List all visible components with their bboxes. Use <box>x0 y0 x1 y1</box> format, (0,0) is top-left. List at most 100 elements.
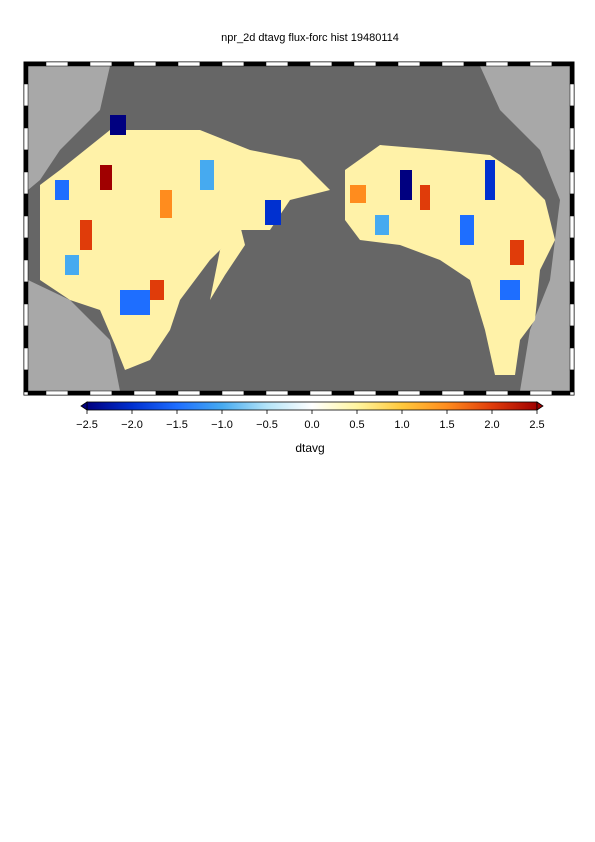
frame-tick <box>67 61 91 67</box>
frame-tick <box>569 127 575 151</box>
cell <box>375 215 389 235</box>
frame-tick <box>243 390 267 396</box>
cell <box>350 185 366 203</box>
frame-tick <box>375 61 399 67</box>
frame-tick <box>67 390 91 396</box>
frame-tick <box>265 61 289 67</box>
frame-tick <box>331 61 355 67</box>
frame-tick <box>309 61 333 67</box>
cell <box>510 240 524 265</box>
frame-tick <box>111 390 135 396</box>
cell <box>460 215 474 245</box>
frame-tick <box>23 325 29 349</box>
frame-tick <box>23 127 29 151</box>
frame-tick <box>23 281 29 305</box>
frame-tick <box>89 61 113 67</box>
cell <box>55 180 69 200</box>
colorbar-label: dtavg <box>295 441 324 455</box>
frame-tick <box>243 61 267 67</box>
cell <box>200 160 214 190</box>
frame-tick <box>331 390 355 396</box>
frame-tick <box>23 105 29 129</box>
frame-tick <box>569 61 575 85</box>
frame-tick <box>23 303 29 327</box>
cell <box>65 255 79 275</box>
colorbar-scale <box>86 401 538 411</box>
frame-tick <box>569 193 575 217</box>
cell <box>80 220 92 250</box>
cell <box>485 160 495 200</box>
frame-tick <box>199 390 223 396</box>
frame-tick <box>419 61 443 67</box>
cell <box>265 200 281 225</box>
map-border <box>23 61 575 396</box>
frame-tick <box>397 390 421 396</box>
field-cells <box>55 115 524 315</box>
frame-tick <box>287 61 311 67</box>
frame-tick <box>569 83 575 107</box>
frame-tick <box>569 391 575 396</box>
frame-tick <box>23 369 29 393</box>
frame-tick <box>441 390 465 396</box>
frame-tick <box>23 83 29 107</box>
cell <box>160 190 172 218</box>
frame-tick <box>397 61 421 67</box>
frame-tick <box>353 61 377 67</box>
frame-tick <box>569 303 575 327</box>
cell <box>420 185 430 210</box>
frame-tick <box>177 61 201 67</box>
frame-tick <box>507 61 531 67</box>
frame-tick <box>569 149 575 173</box>
frame-tick <box>23 259 29 283</box>
colorbar-tick-label: 1.0 <box>394 419 409 431</box>
frame-tick <box>133 390 157 396</box>
frame-tick <box>485 61 509 67</box>
colorbar-arrow <box>80 401 88 411</box>
frame-tick <box>353 390 377 396</box>
field-region <box>345 145 555 375</box>
frame-tick <box>287 390 311 396</box>
cell <box>110 115 126 135</box>
frame-tick <box>155 390 179 396</box>
frame-tick <box>463 61 487 67</box>
frame-tick <box>507 390 531 396</box>
frame-tick <box>485 390 509 396</box>
colorbar-tick-label: 2.5 <box>529 419 544 431</box>
frame-tick <box>419 390 443 396</box>
colorbar-arrow <box>536 401 544 411</box>
frame-tick <box>23 149 29 173</box>
land <box>28 280 120 391</box>
frame-tick <box>45 61 69 67</box>
frame-tick <box>45 390 69 396</box>
field-region <box>210 225 245 300</box>
frame-tick <box>23 391 29 396</box>
frame-tick <box>23 193 29 217</box>
map-title: npr_2d dtavg flux-forc hist 19480114 <box>221 32 399 44</box>
cell <box>120 290 150 315</box>
frame-tick <box>23 347 29 371</box>
frame-tick <box>463 390 487 396</box>
colorbar-tick-label: 0.5 <box>349 419 364 431</box>
frame-tick <box>133 61 157 67</box>
frame-tick <box>309 390 333 396</box>
colorbar: −2.5 −2.0 −1.5 −1.0 −0.5 0.0 0.5 1.0 1.5 2.0 2.5 <box>76 401 545 431</box>
frame-tick <box>375 390 399 396</box>
land <box>480 66 570 391</box>
colorbar-tick-label: −2.5 <box>76 419 98 431</box>
frame-tick <box>441 61 465 67</box>
frame-tick <box>569 215 575 239</box>
frame-tick <box>569 237 575 261</box>
frame-tick <box>221 390 245 396</box>
colorbar-tick-label: −0.5 <box>256 419 278 431</box>
cell <box>150 280 164 300</box>
colorbar-tick-label: 1.5 <box>439 419 454 431</box>
colorbar-tick-label: −1.0 <box>211 419 233 431</box>
frame-tick <box>265 390 289 396</box>
colorbar-tick-label: 0.0 <box>304 419 319 431</box>
colorbar-tick-label: 2.0 <box>484 419 499 431</box>
colorbar-tick-label: −1.5 <box>166 419 188 431</box>
land <box>28 66 110 190</box>
cell <box>500 280 520 300</box>
